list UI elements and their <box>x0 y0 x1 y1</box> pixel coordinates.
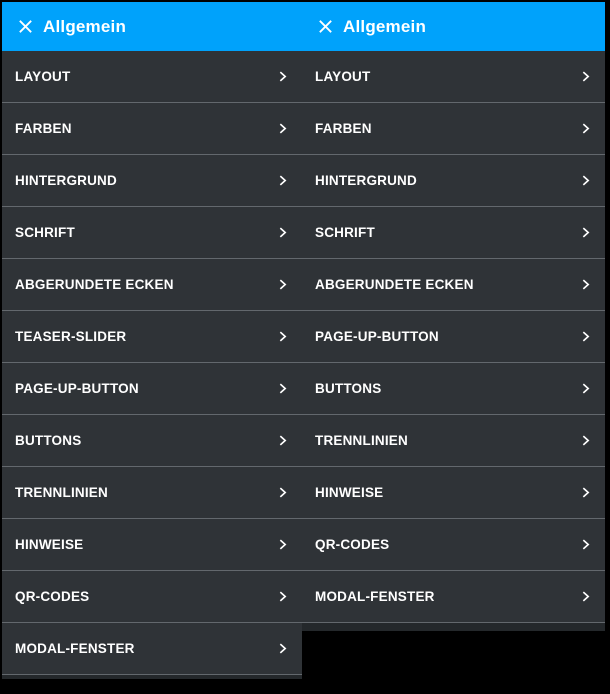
menu-item-farben[interactable]: FARBEN <box>2 103 302 155</box>
menu-item-label: QR-CODES <box>15 589 90 604</box>
panel-title: Allgemein <box>43 16 127 36</box>
menu-item-label: LAYOUT <box>315 69 371 84</box>
chevron-right-icon <box>578 226 592 240</box>
menu-item-label: FARBEN <box>315 121 372 136</box>
menu-item-label: TRENNLINIEN <box>315 433 408 448</box>
chevron-right-icon <box>578 70 592 84</box>
chevron-right-icon <box>578 434 592 448</box>
menu-item-buttons[interactable]: BUTTONS <box>2 415 302 467</box>
menu-item-page-up-button[interactable]: PAGE-UP-BUTTON <box>302 311 605 363</box>
menu-item-qr-codes[interactable]: QR-CODES <box>2 571 302 623</box>
panel-header: Allgemein <box>302 2 605 51</box>
menu-item-label: ABGERUNDETE ECKEN <box>315 277 474 292</box>
menu-item-label: PAGE-UP-BUTTON <box>315 329 439 344</box>
menu-item-hintergrund[interactable]: HINTERGRUND <box>2 155 302 207</box>
menu-item-label: BUTTONS <box>15 433 82 448</box>
chevron-right-icon <box>578 122 592 136</box>
chevron-right-icon <box>578 382 592 396</box>
menu-item-label: ABGERUNDETE ECKEN <box>15 277 174 292</box>
chevron-right-icon <box>275 174 289 188</box>
settings-menu-panel-left: Allgemein LAYOUT FARBEN HINTERGRUND SCHRIFT… <box>2 2 302 679</box>
chevron-right-icon <box>578 330 592 344</box>
menu-item-label: LAYOUT <box>15 69 71 84</box>
menu-item-label: HINTERGRUND <box>315 173 417 188</box>
menu-item-hintergrund[interactable]: HINTERGRUND <box>302 155 605 207</box>
menu-list: LAYOUT FARBEN HINTERGRUND SCHRIFT ABGERUNDET… <box>2 51 302 675</box>
chevron-right-icon <box>275 122 289 136</box>
menu-item-trennlinien[interactable]: TRENNLINIEN <box>2 467 302 519</box>
menu-item-label: FARBEN <box>15 121 72 136</box>
menu-item-layout[interactable]: LAYOUT <box>2 51 302 103</box>
menu-item-schrift[interactable]: SCHRIFT <box>2 207 302 259</box>
chevron-right-icon <box>578 486 592 500</box>
panel-bottom-padding <box>302 623 605 631</box>
menu-item-label: MODAL-FENSTER <box>15 641 135 656</box>
menu-item-label: BUTTONS <box>315 381 382 396</box>
settings-menu-panel-right: Allgemein LAYOUT FARBEN HINTERGRUND SCHRIFT… <box>302 2 605 631</box>
chevron-right-icon <box>578 590 592 604</box>
chevron-right-icon <box>275 226 289 240</box>
chevron-right-icon <box>578 538 592 552</box>
menu-item-modal-fenster[interactable]: MODAL-FENSTER <box>2 623 302 675</box>
menu-list: LAYOUT FARBEN HINTERGRUND SCHRIFT ABGERUNDET… <box>302 51 605 623</box>
menu-item-label: PAGE-UP-BUTTON <box>15 381 139 396</box>
menu-item-abgerundete-ecken[interactable]: ABGERUNDETE ECKEN <box>2 259 302 311</box>
chevron-right-icon <box>275 486 289 500</box>
close-icon[interactable] <box>16 18 34 36</box>
panel-header: Allgemein <box>2 2 302 51</box>
menu-item-modal-fenster[interactable]: MODAL-FENSTER <box>302 571 605 623</box>
menu-item-label: SCHRIFT <box>315 225 375 240</box>
menu-item-hinweise[interactable]: HINWEISE <box>2 519 302 571</box>
chevron-right-icon <box>578 174 592 188</box>
chevron-right-icon <box>275 434 289 448</box>
close-icon[interactable] <box>316 18 334 36</box>
menu-item-label: HINWEISE <box>315 485 384 500</box>
menu-item-teaser-slider[interactable]: TEASER-SLIDER <box>2 311 302 363</box>
menu-item-abgerundete-ecken[interactable]: ABGERUNDETE ECKEN <box>302 259 605 311</box>
menu-item-label: MODAL-FENSTER <box>315 589 435 604</box>
chevron-right-icon <box>275 538 289 552</box>
chevron-right-icon <box>578 278 592 292</box>
chevron-right-icon <box>275 330 289 344</box>
menu-item-farben[interactable]: FARBEN <box>302 103 605 155</box>
menu-item-hinweise[interactable]: HINWEISE <box>302 467 605 519</box>
menu-item-qr-codes[interactable]: QR-CODES <box>302 519 605 571</box>
chevron-right-icon <box>275 382 289 396</box>
menu-item-buttons[interactable]: BUTTONS <box>302 363 605 415</box>
menu-item-schrift[interactable]: SCHRIFT <box>302 207 605 259</box>
menu-item-label: SCHRIFT <box>15 225 75 240</box>
menu-item-trennlinien[interactable]: TRENNLINIEN <box>302 415 605 467</box>
menu-item-page-up-button[interactable]: PAGE-UP-BUTTON <box>2 363 302 415</box>
menu-item-label: TEASER-SLIDER <box>15 329 127 344</box>
chevron-right-icon <box>275 278 289 292</box>
menu-item-label: HINTERGRUND <box>15 173 117 188</box>
chevron-right-icon <box>275 70 289 84</box>
panel-bottom-padding <box>2 675 302 679</box>
panel-title: Allgemein <box>343 16 427 36</box>
menu-item-label: QR-CODES <box>315 537 390 552</box>
chevron-right-icon <box>275 590 289 604</box>
menu-item-layout[interactable]: LAYOUT <box>302 51 605 103</box>
chevron-right-icon <box>275 642 289 656</box>
menu-item-label: TRENNLINIEN <box>15 485 108 500</box>
menu-item-label: HINWEISE <box>15 537 84 552</box>
